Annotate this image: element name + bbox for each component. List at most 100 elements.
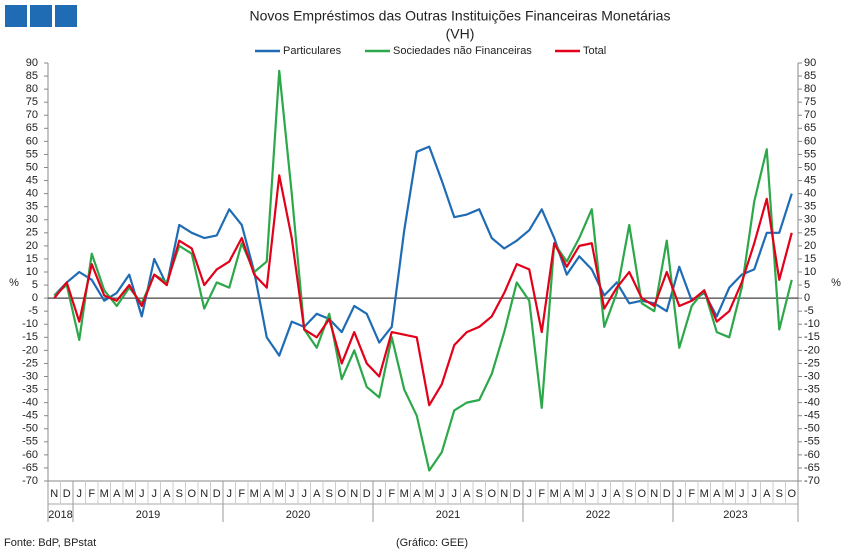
y2-tick-label: 0: [804, 292, 810, 304]
y-tick-label: 25: [26, 227, 38, 239]
y-tick-label: 30: [26, 214, 38, 226]
x-tick-label: N: [350, 488, 358, 500]
x-tick-label: A: [713, 488, 721, 500]
x-tick-label: A: [263, 488, 271, 500]
y-tick-label: 20: [26, 240, 38, 252]
y-tick-label: 0: [32, 292, 38, 304]
source: Fonte: BdP, BPstat: [4, 537, 96, 549]
y2-tick-label: 10: [804, 266, 816, 278]
year-label: 2018: [48, 509, 72, 521]
x-tick-label: J: [452, 488, 458, 500]
chart-subtitle: (VH): [446, 26, 475, 42]
y-tick-label: -15: [22, 331, 38, 343]
x-tick-label: F: [388, 488, 395, 500]
y2-tick-label: -35: [804, 383, 820, 395]
x-tick-label: M: [575, 488, 584, 500]
year-label: 2021: [436, 509, 460, 521]
x-tick-label: A: [463, 488, 471, 500]
x-tick-label: M: [700, 488, 709, 500]
y2-tick-label: -45: [804, 410, 820, 422]
series-line: [53, 145, 793, 357]
y2-tick-label: 80: [804, 83, 816, 95]
x-tick-label: J: [752, 488, 758, 500]
x-tick-label: J: [677, 488, 683, 500]
y2-tick-label: -60: [804, 449, 820, 461]
y-tick-label: -25: [22, 357, 38, 369]
x-tick-label: S: [476, 488, 483, 500]
y2-tick-label: 15: [804, 253, 816, 265]
y-tick-label: -65: [22, 462, 38, 474]
x-tick-label: M: [275, 488, 284, 500]
y-tick-label: 65: [26, 122, 38, 134]
y-tick-label: -40: [22, 397, 38, 409]
x-tick-label: A: [113, 488, 121, 500]
y-tick-label: -20: [22, 344, 38, 356]
x-tick-label: N: [200, 488, 208, 500]
x-tick-label: J: [139, 488, 145, 500]
year-label: 2020: [286, 509, 310, 521]
x-tick-label: A: [313, 488, 321, 500]
x-tick-label: J: [602, 488, 608, 500]
legend-label: Sociedades não Financeiras: [393, 45, 532, 57]
x-tick-label: J: [439, 488, 445, 500]
x-tick-label: M: [725, 488, 734, 500]
x-tick-label: O: [787, 488, 796, 500]
x-tick-label: J: [227, 488, 233, 500]
chart-title: Novos Empréstimos das Outras Instituiçõe…: [250, 8, 671, 24]
x-tick-label: J: [589, 488, 595, 500]
x-tick-label: A: [563, 488, 571, 500]
x-tick-label: J: [527, 488, 533, 500]
x-tick-label: M: [250, 488, 259, 500]
x-tick-label: O: [337, 488, 346, 500]
y2-tick-label: 35: [804, 201, 816, 213]
y2-tick-label: 85: [804, 70, 816, 82]
year-label: 2019: [136, 509, 160, 521]
y-tick-label: -35: [22, 383, 38, 395]
x-tick-label: M: [425, 488, 434, 500]
x-tick-label: N: [650, 488, 658, 500]
y2-tick-label: 50: [804, 161, 816, 173]
y2-tick-label: -20: [804, 344, 820, 356]
x-tick-label: A: [163, 488, 171, 500]
x-tick-label: N: [500, 488, 508, 500]
x-tick-label: S: [176, 488, 183, 500]
x-tick-label: S: [326, 488, 333, 500]
y-tick-label: 45: [26, 174, 38, 186]
x-tick-label: D: [363, 488, 371, 500]
y2-tick-label: 20: [804, 240, 816, 252]
x-tick-label: S: [626, 488, 633, 500]
y-tick-label: 60: [26, 135, 38, 147]
y2-tick-label: -55: [804, 436, 820, 448]
year-label: 2022: [586, 509, 610, 521]
x-tick-label: A: [413, 488, 421, 500]
series-line: [53, 174, 793, 407]
y-tick-label: -5: [28, 305, 38, 317]
x-tick-label: S: [776, 488, 783, 500]
y2-tick-label: -40: [804, 397, 820, 409]
x-tick-label: J: [377, 488, 383, 500]
y-tick-label: 55: [26, 148, 38, 160]
y2-tick-label: -10: [804, 318, 820, 330]
y2-tick-label: -5: [804, 305, 814, 317]
y2-axis-label: %: [831, 277, 841, 289]
y2-tick-label: -50: [804, 423, 820, 435]
x-tick-label: J: [739, 488, 745, 500]
x-tick-label: O: [487, 488, 496, 500]
x-tick-label: D: [63, 488, 71, 500]
x-tick-label: D: [663, 488, 671, 500]
y2-tick-label: 5: [804, 279, 810, 291]
x-tick-label: O: [187, 488, 196, 500]
legend-label: Total: [583, 45, 606, 57]
y-tick-label: 50: [26, 161, 38, 173]
x-tick-label: M: [100, 488, 109, 500]
y-tick-label: 80: [26, 83, 38, 95]
logo-square: [30, 5, 52, 27]
y2-tick-label: 55: [804, 148, 816, 160]
x-tick-label: D: [513, 488, 521, 500]
y-tick-label: -60: [22, 449, 38, 461]
x-tick-label: J: [152, 488, 158, 500]
x-tick-label: N: [50, 488, 58, 500]
x-tick-label: O: [637, 488, 646, 500]
y-tick-label: -50: [22, 423, 38, 435]
